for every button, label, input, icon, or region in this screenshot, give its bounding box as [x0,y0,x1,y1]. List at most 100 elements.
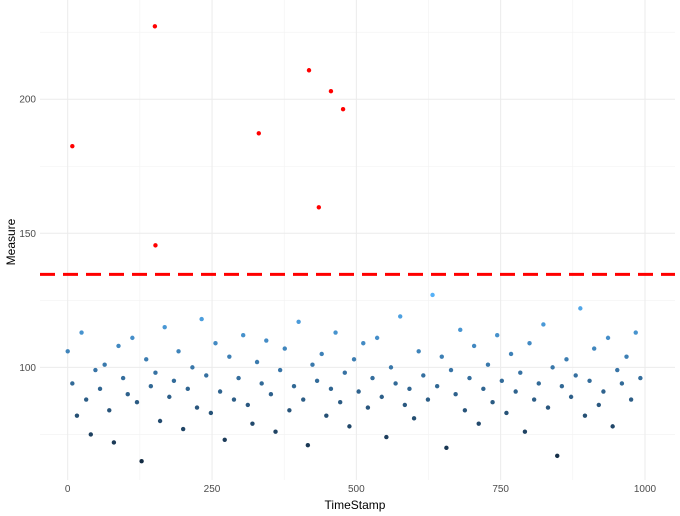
data-point [264,338,269,343]
data-point [416,349,421,354]
y-axis-ticks: 100 150 200 [19,95,36,374]
data-point [130,335,135,341]
data-point [444,445,449,451]
data-point [476,421,481,426]
data-point [301,397,306,402]
data-point [171,378,177,383]
data-point [522,429,528,434]
data-point [107,408,112,413]
data-point [434,383,440,389]
data-point [328,386,334,392]
data-point [282,346,287,351]
data-point [536,381,541,386]
data-point [615,367,620,373]
data-point [217,389,223,394]
data-point [568,394,574,400]
data-point [148,383,154,389]
data-point [619,381,625,386]
data-point [365,405,371,410]
data-point [287,408,292,413]
data-point [384,434,389,440]
data-point [231,397,237,402]
data-point [407,386,412,392]
data-point [628,397,634,402]
data-point [605,335,611,341]
data-point [180,426,186,432]
data-point [79,330,84,335]
data-point [541,322,546,327]
data-point [624,354,629,359]
y-axis-title: Measure [4,218,18,265]
data-point [379,394,384,400]
data-point [153,370,158,375]
data-point [578,306,583,311]
x-tick-label: 0 [65,484,71,495]
data-point [273,429,278,434]
data-point [213,341,218,346]
data-point [222,437,227,442]
x-axis-title: TimeStamp [325,498,386,512]
data-point [374,335,380,341]
data-point [550,365,555,370]
data-point [596,402,601,408]
data-points [65,292,643,464]
data-point [351,357,357,362]
data-point [601,389,606,394]
y-tick-label: 200 [19,95,36,106]
data-point [421,373,426,378]
data-point [157,418,163,424]
data-point [448,367,454,373]
data-point [259,381,264,386]
data-point [485,362,491,367]
x-tick-label: 750 [492,484,509,495]
data-point [241,332,246,338]
data-point [531,397,537,402]
data-point [499,378,505,383]
data-point [545,405,551,410]
data-point [70,381,75,386]
data-point [324,413,329,418]
data-point [490,400,495,405]
data-point [190,365,195,370]
data-point [582,413,588,418]
x-tick-label: 500 [348,484,365,495]
data-point [167,394,172,400]
data-point [97,386,103,392]
outlier-point [256,131,261,136]
data-point [518,370,523,375]
x-tick-label: 1000 [634,484,657,495]
data-point [245,402,251,408]
outlier-point [328,88,334,94]
data-point [65,349,70,354]
data-point [527,341,532,346]
data-point [102,362,107,367]
data-point [342,370,347,375]
x-axis-ticks: 0 250 500 750 1000 [65,484,657,495]
y-tick-label: 150 [19,229,36,240]
outlier-point [153,243,158,248]
data-point [555,453,560,459]
data-point [250,421,255,426]
data-point [513,389,518,394]
data-point [236,375,241,381]
x-tick-label: 250 [204,484,221,495]
data-point [471,343,477,349]
data-point [185,386,190,392]
data-point [333,330,338,335]
data-point [398,314,403,319]
data-point [139,459,144,464]
outlier-point [316,205,322,210]
data-point [162,324,167,330]
data-point [467,375,472,381]
outlier-point [152,24,158,29]
data-point [296,319,301,324]
data-point [591,346,597,351]
data-point [361,341,366,346]
data-point [268,391,274,397]
data-point [462,408,468,413]
data-point [425,397,431,402]
data-point [458,327,463,333]
data-point [633,330,638,335]
data-point [194,405,200,410]
